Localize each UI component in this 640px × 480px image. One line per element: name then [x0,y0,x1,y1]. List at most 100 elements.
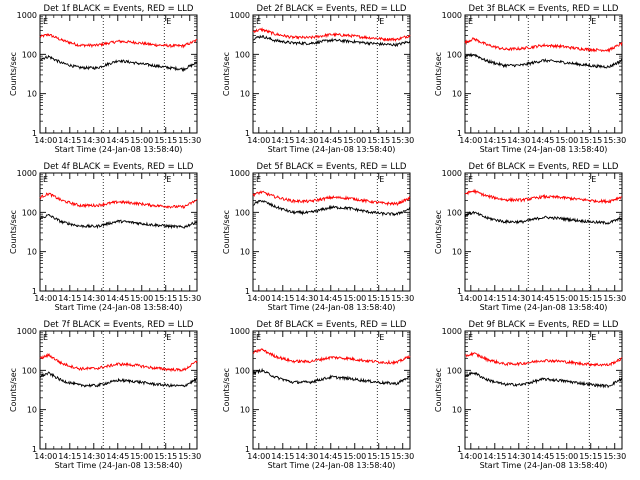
y-axis-label: Counts/sec [434,210,443,254]
x-tick-label: 15:30 [603,452,626,461]
x-tick-label: 15:15 [367,136,390,145]
panel-title: Det 1f BLACK = Events, RED = LLD [44,4,194,14]
event-marker: E [256,17,261,26]
event-marker: E [591,175,596,184]
x-tick-label: 14:00 [459,136,482,145]
panel-det-2: Det 2f BLACK = Events, RED = LLD 1 10 100 10… [222,4,414,154]
y-axis-label: Counts/sec [434,52,443,96]
series-lld-red [39,192,198,210]
x-tick-label: 14:30 [295,294,318,303]
y-tick-label: 10 [27,248,37,257]
x-tick-label: 15:00 [343,294,366,303]
plot-frame [39,330,198,450]
x-tick-label: 15:15 [579,452,602,461]
x-tick-label: 15:15 [367,452,390,461]
panel-det-4: Det 4f BLACK = Events, RED = LLD 1 10 100 10… [9,162,201,312]
y-tick-label: 10 [452,90,462,99]
panel-det-5: Det 5f BLACK = Events, RED = LLD 1 10 100 10… [222,162,414,312]
y-tick-label: 1000 [442,11,462,20]
x-tick-label: 14:15 [483,136,506,145]
plot-frame [39,14,198,134]
series-lld-red [252,190,411,207]
y-tick-label: 1000 [17,11,37,20]
event-marker: E [468,17,473,26]
x-tick-label: 14:15 [271,136,294,145]
y-tick-label: 100 [22,50,37,59]
x-tick-label: 14:15 [58,452,81,461]
event-marker: E [468,333,473,342]
series-lld-red [464,37,623,53]
panel-title: Det 9f BLACK = Events, RED = LLD [469,320,619,330]
y-axis-label: Counts/sec [9,210,18,254]
panel-det-8: Det 8f BLACK = Events, RED = LLD 1 10 100 10… [222,320,414,470]
series-lld-red [252,27,411,42]
event-marker: E [591,333,596,342]
x-tick-label: 15:30 [178,136,201,145]
y-tick-label: 1000 [230,327,250,336]
event-marker: E [256,333,261,342]
x-tick-label: 15:30 [391,452,414,461]
x-axis-label: Start Time (24-Jan-08 13:58:40) [268,145,396,154]
y-tick-label: 100 [447,50,462,59]
y-tick-label: 100 [447,366,462,375]
panel-title: Det 2f BLACK = Events, RED = LLD [257,4,407,14]
x-tick-label: 14:00 [247,136,270,145]
y-axis-label: Counts/sec [222,210,231,254]
y-tick-label: 1 [245,287,250,296]
y-axis-label: Counts/sec [222,368,231,412]
x-tick-label: 14:45 [106,136,129,145]
plot-frame [252,330,411,450]
panel-title: Det 3f BLACK = Events, RED = LLD [469,4,619,14]
y-tick-label: 1 [245,445,250,454]
event-marker: E [43,175,48,184]
event-marker: E [379,333,384,342]
y-tick-label: 1000 [230,169,250,178]
panel-title: Det 7f BLACK = Events, RED = LLD [44,320,194,330]
panel-det-3: Det 3f BLACK = Events, RED = LLD 1 10 100 10… [434,4,626,154]
y-tick-label: 10 [240,406,250,415]
series-events-black [464,52,623,69]
x-tick-label: 14:00 [247,294,270,303]
x-axis-label: Start Time (24-Jan-08 13:58:40) [55,145,183,154]
y-axis-label: Counts/sec [9,368,18,412]
panel-title: Det 8f BLACK = Events, RED = LLD [257,320,407,330]
x-tick-label: 14:30 [82,136,105,145]
y-tick-label: 1000 [230,11,250,20]
y-tick-label: 10 [27,90,37,99]
x-tick-label: 14:45 [106,294,129,303]
x-tick-label: 14:00 [247,452,270,461]
plot-frame [39,172,198,292]
event-marker: E [468,175,473,184]
x-tick-label: 14:30 [82,452,105,461]
x-axis-label: Start Time (24-Jan-08 13:58:40) [268,461,396,470]
panel-det-6: Det 6f BLACK = Events, RED = LLD 1 10 100 10… [434,162,626,312]
y-tick-label: 1000 [442,169,462,178]
plot-frame [252,14,411,134]
event-marker: E [379,175,384,184]
y-tick-label: 10 [240,248,250,257]
y-tick-label: 1000 [442,327,462,336]
event-marker: E [379,17,384,26]
x-tick-label: 14:45 [531,452,554,461]
y-tick-label: 1000 [17,169,37,178]
x-tick-label: 14:15 [271,294,294,303]
y-tick-label: 1 [457,287,462,296]
y-tick-label: 1 [32,445,37,454]
series-events-black [252,367,411,386]
event-marker: E [591,17,596,26]
plot-frame [464,330,623,450]
series-events-black [39,213,198,230]
y-tick-label: 100 [235,208,250,217]
x-tick-label: 15:30 [391,136,414,145]
x-tick-label: 14:45 [319,294,342,303]
plot-frame [464,14,623,134]
x-tick-label: 14:00 [34,452,57,461]
y-axis-label: Counts/sec [434,368,443,412]
event-marker: E [256,175,261,184]
x-tick-label: 14:45 [319,136,342,145]
y-tick-label: 10 [240,90,250,99]
x-tick-label: 15:30 [603,294,626,303]
series-events-black [464,371,623,389]
x-tick-label: 14:45 [106,452,129,461]
